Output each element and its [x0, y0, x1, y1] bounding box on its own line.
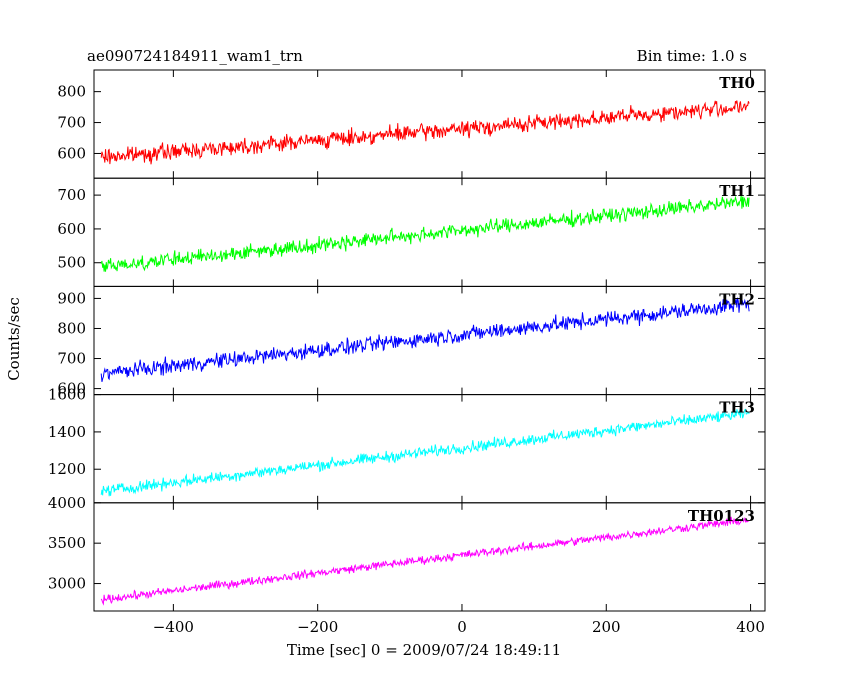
x-axis: −400 −200 0 200 400 [153, 618, 765, 636]
y-tick-label-th1-1: 600 [57, 220, 86, 238]
y-tick-label-th0123-2: 4000 [48, 494, 86, 512]
panel-th2: 600 700 800 900 TH2 [57, 285, 766, 398]
x-tick-label-0: −400 [153, 618, 194, 636]
series-label-th0: TH0 [719, 74, 755, 92]
panels: 600 700 800 TH0 500 600 700 TH1 600 700 800 900 TH2 1… [48, 69, 766, 612]
series-label-th0123: TH0123 [688, 507, 755, 525]
x-tick-label-3: 200 [592, 618, 621, 636]
y-axis-title: Counts/sec [5, 297, 23, 381]
panel-th3: 1200 1400 1600 TH3 [48, 386, 766, 504]
y-tick-label-th0123-0: 3000 [48, 575, 86, 593]
figure-title: ae090724184911_wam1_trn [87, 47, 303, 65]
series-line-th0123 [100, 516, 750, 606]
series-label-th2: TH2 [719, 290, 755, 308]
panel-frame-th0 [93, 69, 766, 179]
y-tick-label-th2-1: 700 [57, 350, 86, 368]
y-tick-label-th0-1: 700 [57, 114, 86, 132]
y-tick-label-th3-1: 1400 [48, 423, 86, 441]
panel-frame-th0123 [93, 502, 766, 612]
y-tick-label-th0-2: 800 [57, 83, 86, 101]
y-tick-label-th2-2: 800 [57, 319, 86, 337]
x-axis-title: Time [sec] 0 = 2009/07/24 18:49:11 [287, 641, 561, 659]
series-line-th1 [100, 195, 750, 272]
series-line-th3 [100, 407, 750, 497]
x-tick-label-4: 400 [736, 618, 765, 636]
y-tick-label-th1-0: 500 [57, 254, 86, 272]
series-label-th1: TH1 [719, 182, 755, 200]
panel-th0123: 3000 3500 4000 TH0123 [48, 494, 766, 612]
panel-th0: 600 700 800 TH0 [57, 69, 766, 179]
y-tick-label-th2-3: 900 [57, 289, 86, 307]
y-tick-label-th1-2: 700 [57, 186, 86, 204]
y-tick-label-th2-0: 600 [57, 380, 86, 398]
y-tick-label-th0123-1: 3500 [48, 534, 86, 552]
x-tick-label-2: 0 [457, 618, 467, 636]
series-line-th0 [100, 100, 750, 165]
series-line-th2 [100, 297, 750, 382]
x-tick-label-1: −200 [297, 618, 338, 636]
y-tick-label-th3-0: 1200 [48, 460, 86, 478]
panel-frame-th1 [93, 177, 766, 287]
panel-th1: 500 600 700 TH1 [57, 177, 766, 287]
panel-frame-th3 [93, 394, 766, 504]
bin-time-label: Bin time: 1.0 s [637, 47, 747, 65]
y-tick-label-th0-0: 600 [57, 144, 86, 162]
series-label-th3: TH3 [719, 399, 755, 417]
y-tick-label-th3-2: 1600 [48, 386, 86, 404]
